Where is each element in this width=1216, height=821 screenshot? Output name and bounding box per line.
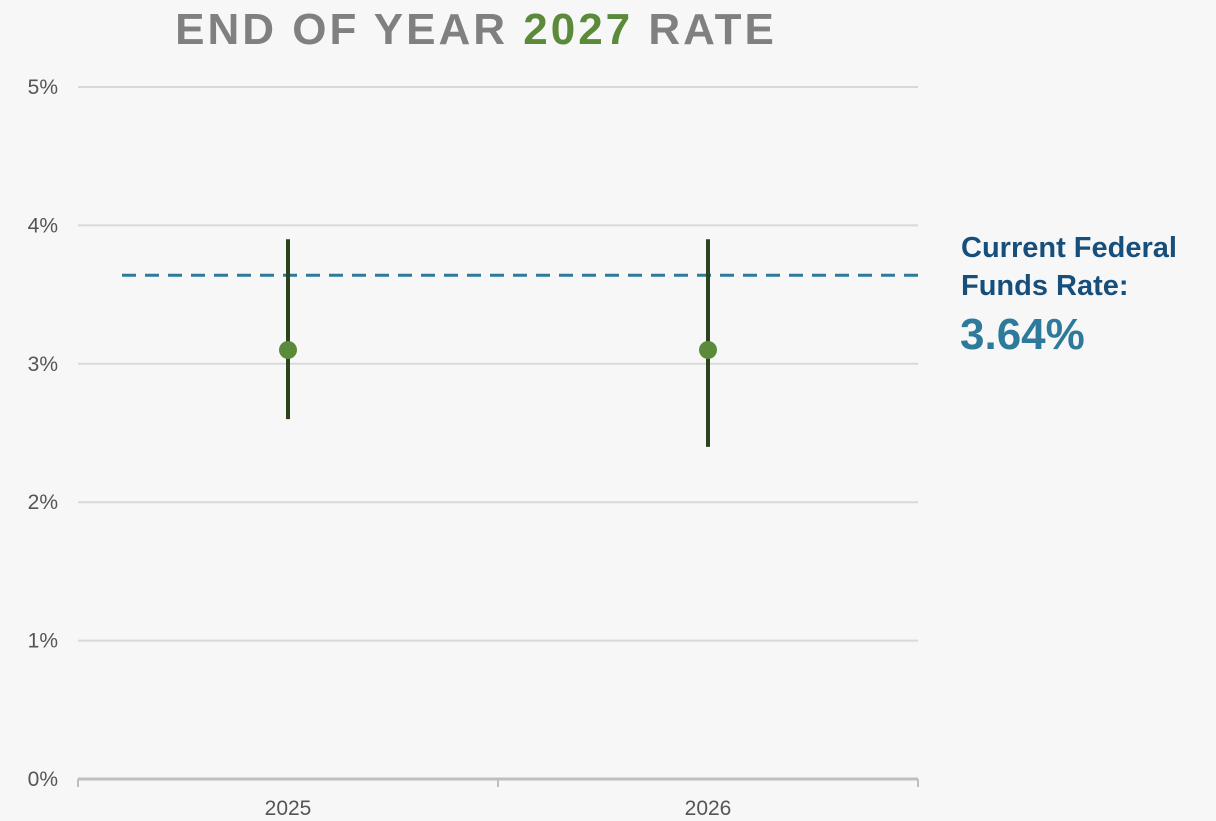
annotation-value: 3.64% [960, 310, 1085, 359]
title-part: 2027 [523, 5, 633, 54]
x-tick-label: 2025 [265, 797, 312, 820]
point [699, 340, 717, 359]
annotation-text: Funds Rate: [961, 270, 1129, 302]
chart-title: END OF YEAR 2027 RATE [175, 5, 777, 54]
y-tick-label: 2% [28, 491, 58, 514]
y-tick-label: 0% [28, 768, 58, 791]
y-tick-label: 1% [28, 630, 58, 653]
title-part: RATE [648, 5, 777, 54]
point [279, 340, 297, 359]
annotation-text: Current Federal [961, 232, 1177, 264]
title-part: END OF YEAR [175, 5, 508, 54]
y-tick-label: 4% [28, 214, 58, 237]
y-tick-label: 5% [28, 76, 58, 99]
y-tick-label: 3% [28, 353, 58, 376]
x-tick-label: 2026 [685, 797, 732, 820]
